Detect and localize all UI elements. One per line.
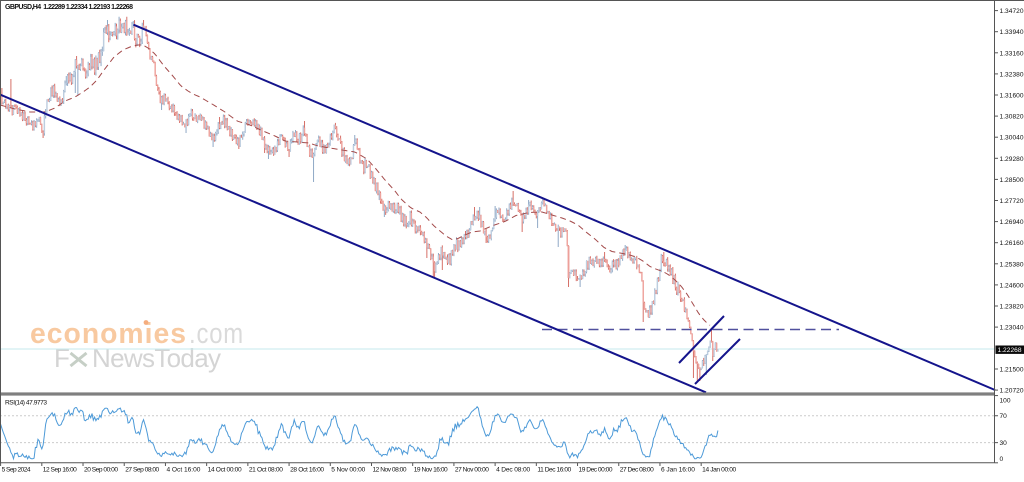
- svg-text:30: 30: [1000, 440, 1008, 447]
- svg-text:1.22268: 1.22268: [998, 347, 1022, 354]
- svg-text:1.30820: 1.30820: [1000, 114, 1024, 121]
- svg-text:19 Nov 16:00: 19 Nov 16:00: [414, 467, 448, 474]
- svg-text:70: 70: [1000, 413, 1008, 420]
- svg-text:14 Jan 00:00: 14 Jan 00:00: [702, 467, 736, 474]
- svg-text:1.27720: 1.27720: [1000, 198, 1024, 205]
- svg-text:5 Sep 2024: 5 Sep 2024: [2, 467, 31, 474]
- svg-text:1.24600: 1.24600: [1000, 282, 1024, 289]
- svg-text:1.23040: 1.23040: [1000, 325, 1024, 332]
- svg-text:1.31600: 1.31600: [1000, 93, 1024, 100]
- svg-text:12 Nov 08:00: 12 Nov 08:00: [372, 467, 406, 474]
- svg-text:6 Jan 16:00: 6 Jan 16:00: [661, 467, 695, 474]
- svg-text:11 Dec 16:00: 11 Dec 16:00: [537, 467, 571, 474]
- svg-text:1.21500: 1.21500: [1000, 367, 1024, 374]
- svg-text:1.28500: 1.28500: [1000, 177, 1024, 184]
- svg-text:1.33160: 1.33160: [1000, 50, 1024, 57]
- svg-text:RSI(14) 47.9773: RSI(14) 47.9773: [5, 400, 47, 407]
- svg-text:5 Nov 00:00: 5 Nov 00:00: [331, 467, 365, 474]
- svg-text:19 Dec 00:00: 19 Dec 00:00: [579, 467, 613, 474]
- svg-text:100: 100: [1000, 398, 1011, 405]
- svg-text:1.25380: 1.25380: [1000, 261, 1024, 268]
- svg-text:1.32380: 1.32380: [1000, 71, 1024, 78]
- svg-text:GBPUSD,H4 1.22289 1.22334 1.2: GBPUSD,H4 1.22289 1.22334 1.22193 1.2226…: [5, 4, 133, 11]
- svg-text:28 Oct 16:00: 28 Oct 16:00: [290, 467, 324, 474]
- svg-text:NewsToday: NewsToday: [92, 343, 222, 373]
- svg-text:27 Sep 08:00: 27 Sep 08:00: [125, 467, 159, 474]
- svg-text:1.26160: 1.26160: [1000, 240, 1024, 247]
- svg-text:21 Oct 08:00: 21 Oct 08:00: [249, 467, 283, 474]
- svg-text:12 Sep 16:00: 12 Sep 16:00: [43, 467, 77, 474]
- svg-text:20 Sep 00:00: 20 Sep 00:00: [84, 467, 118, 474]
- svg-text:14 Oct 00:00: 14 Oct 00:00: [208, 467, 242, 474]
- svg-text:4 Oct 16:00: 4 Oct 16:00: [166, 467, 200, 474]
- svg-text:27 Nov 00:00: 27 Nov 00:00: [455, 467, 489, 474]
- svg-text:1.20720: 1.20720: [1000, 388, 1024, 395]
- svg-text:27 Dec 08:00: 27 Dec 08:00: [620, 467, 654, 474]
- svg-text:F: F: [54, 343, 71, 373]
- svg-text:1.26940: 1.26940: [1000, 219, 1024, 226]
- svg-text:1.33940: 1.33940: [1000, 29, 1024, 36]
- svg-text:1.23820: 1.23820: [1000, 304, 1024, 311]
- svg-text:1.30040: 1.30040: [1000, 135, 1024, 142]
- svg-text:0: 0: [1000, 456, 1004, 463]
- svg-text:1.34720: 1.34720: [1000, 8, 1024, 15]
- svg-text:1.29280: 1.29280: [1000, 156, 1024, 163]
- svg-text:4 Dec 08:00: 4 Dec 08:00: [496, 467, 530, 474]
